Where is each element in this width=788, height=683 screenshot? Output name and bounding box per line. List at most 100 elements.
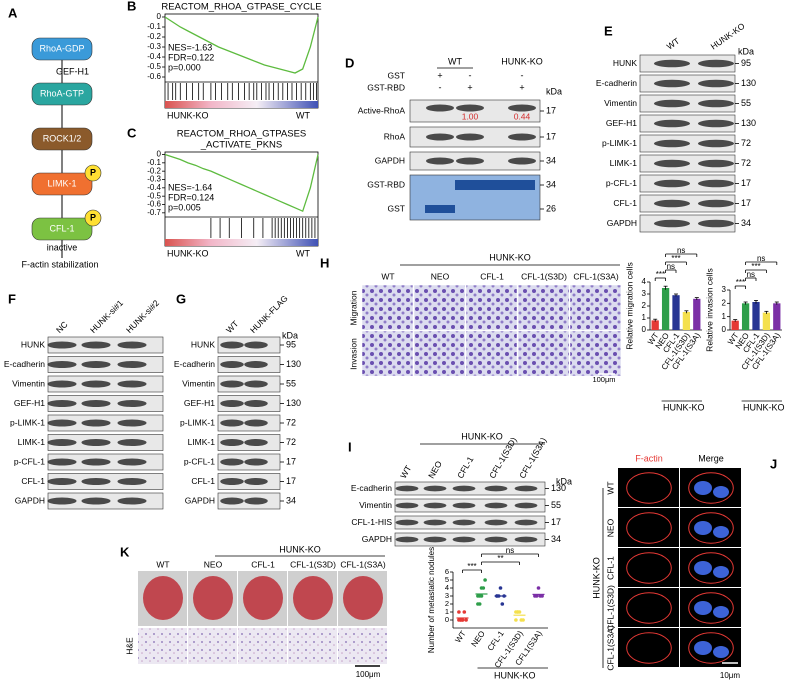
band <box>220 477 244 486</box>
band <box>244 477 268 486</box>
lane-label: WT <box>398 464 413 480</box>
y-tick-label: 0 <box>157 150 162 159</box>
column-label: NEO <box>204 559 223 569</box>
data-point <box>483 578 487 582</box>
row-label: Active-RhoA <box>358 105 406 115</box>
band <box>508 133 536 141</box>
y-tick-label: 3 <box>445 591 449 600</box>
y-tick-label: -0.4 <box>147 183 161 192</box>
micrograph <box>465 284 518 331</box>
band <box>220 419 244 427</box>
panel-letter: G <box>176 291 186 306</box>
chart-title: REACTOM_RHOA_GTPASES <box>177 129 307 140</box>
lung <box>293 576 333 620</box>
edge-label: GEF-H1 <box>56 66 89 76</box>
row-label: HUNK <box>613 58 637 68</box>
row-label: p-LIMK-1 <box>180 417 215 427</box>
panel-letter: A <box>8 5 18 20</box>
y-tick-label: -0.1 <box>147 22 161 31</box>
row-label: p-CFL-1 <box>14 456 45 466</box>
row-label: HUNK <box>191 339 215 349</box>
cell-outline <box>626 592 672 624</box>
band <box>697 59 735 68</box>
y-tick-label: 2 <box>722 298 727 307</box>
column-label: CFL-1 <box>251 559 275 569</box>
node-label: CFL-1 <box>49 223 74 233</box>
y-tick-label: 1 <box>722 312 727 321</box>
y-tick-label: 2 <box>445 599 449 608</box>
lung <box>143 576 183 620</box>
chart-title: REACTOM_RHOA_GTPASE_CYCLE <box>161 2 321 13</box>
phospho-label: P <box>90 167 96 177</box>
band <box>423 502 447 509</box>
row-label: Vimentin <box>604 98 637 108</box>
band <box>47 360 77 369</box>
kda-value: 17 <box>741 198 751 208</box>
band <box>220 438 244 447</box>
row-label: RhoA <box>384 131 406 141</box>
y-tick-label: 2 <box>642 301 647 310</box>
band <box>117 399 147 408</box>
kda-value: 55 <box>741 98 751 108</box>
pathway-node <box>31 127 93 151</box>
treatment-sign: - <box>439 82 442 92</box>
significance-label: *** <box>467 562 476 571</box>
row-label: GST <box>388 203 405 213</box>
band <box>456 157 484 165</box>
row-label: p-LIMK-1 <box>602 138 637 148</box>
band <box>47 438 77 447</box>
kda-value: 34 <box>551 534 561 544</box>
kda-value: 17 <box>286 456 296 466</box>
node-label: ROCK1/2 <box>43 133 82 143</box>
row-label: CFL-1 <box>605 556 615 580</box>
band <box>484 485 508 492</box>
kda-value: 130 <box>286 398 301 408</box>
band <box>395 502 419 509</box>
outcome-label: F-actin stabilization <box>21 259 98 269</box>
band <box>395 536 419 543</box>
x-tick-label: NEO <box>470 629 487 648</box>
significance-label: ** <box>497 554 503 563</box>
treatment-sign: - <box>469 70 472 80</box>
significance-label: ns <box>757 254 765 263</box>
cell-outline <box>688 512 734 544</box>
band <box>423 485 447 492</box>
significance-label: ns <box>677 246 685 255</box>
nucleus <box>694 521 712 535</box>
group-label: HUNK-KO <box>279 544 321 554</box>
row-label: GST-RBD <box>367 179 405 189</box>
row-label: Migration <box>348 290 358 325</box>
fluorescence-image <box>618 468 679 507</box>
bar <box>731 320 739 330</box>
pathway-node <box>31 82 93 106</box>
statistic: p=0.000 <box>168 62 201 72</box>
band <box>81 399 111 408</box>
statistic: FDR=0.122 <box>168 52 214 62</box>
band <box>456 104 484 112</box>
y-tick-label: -0.6 <box>147 72 161 81</box>
band <box>697 219 735 228</box>
row-label: Vimentin <box>182 378 215 388</box>
micrograph <box>517 330 570 377</box>
y-axis-label: Number of metastatic nodules <box>427 547 436 653</box>
state-label: inactive <box>47 242 78 252</box>
y-axis-label: Relative migration cells <box>624 262 634 349</box>
kda-value: 17 <box>741 178 751 188</box>
column-label: F-actin <box>635 453 663 463</box>
data-point <box>514 618 518 622</box>
kda-value: 72 <box>286 437 296 447</box>
band <box>514 485 538 492</box>
lane-label: NEO <box>426 459 444 480</box>
pathway-node <box>31 37 93 61</box>
row-label: E-cadherin <box>351 483 392 493</box>
quantification: 1.00 <box>462 111 479 121</box>
column-label: WT <box>381 271 394 281</box>
kda-value: 17 <box>286 476 296 486</box>
nucleus <box>713 526 729 538</box>
significance-label: *** <box>656 270 665 279</box>
y-axis-label: Relative invasion cells <box>704 268 714 352</box>
band <box>697 179 735 188</box>
band <box>117 419 147 427</box>
y-tick-label: 0 <box>642 325 647 334</box>
kda-value: 34 <box>546 179 556 189</box>
